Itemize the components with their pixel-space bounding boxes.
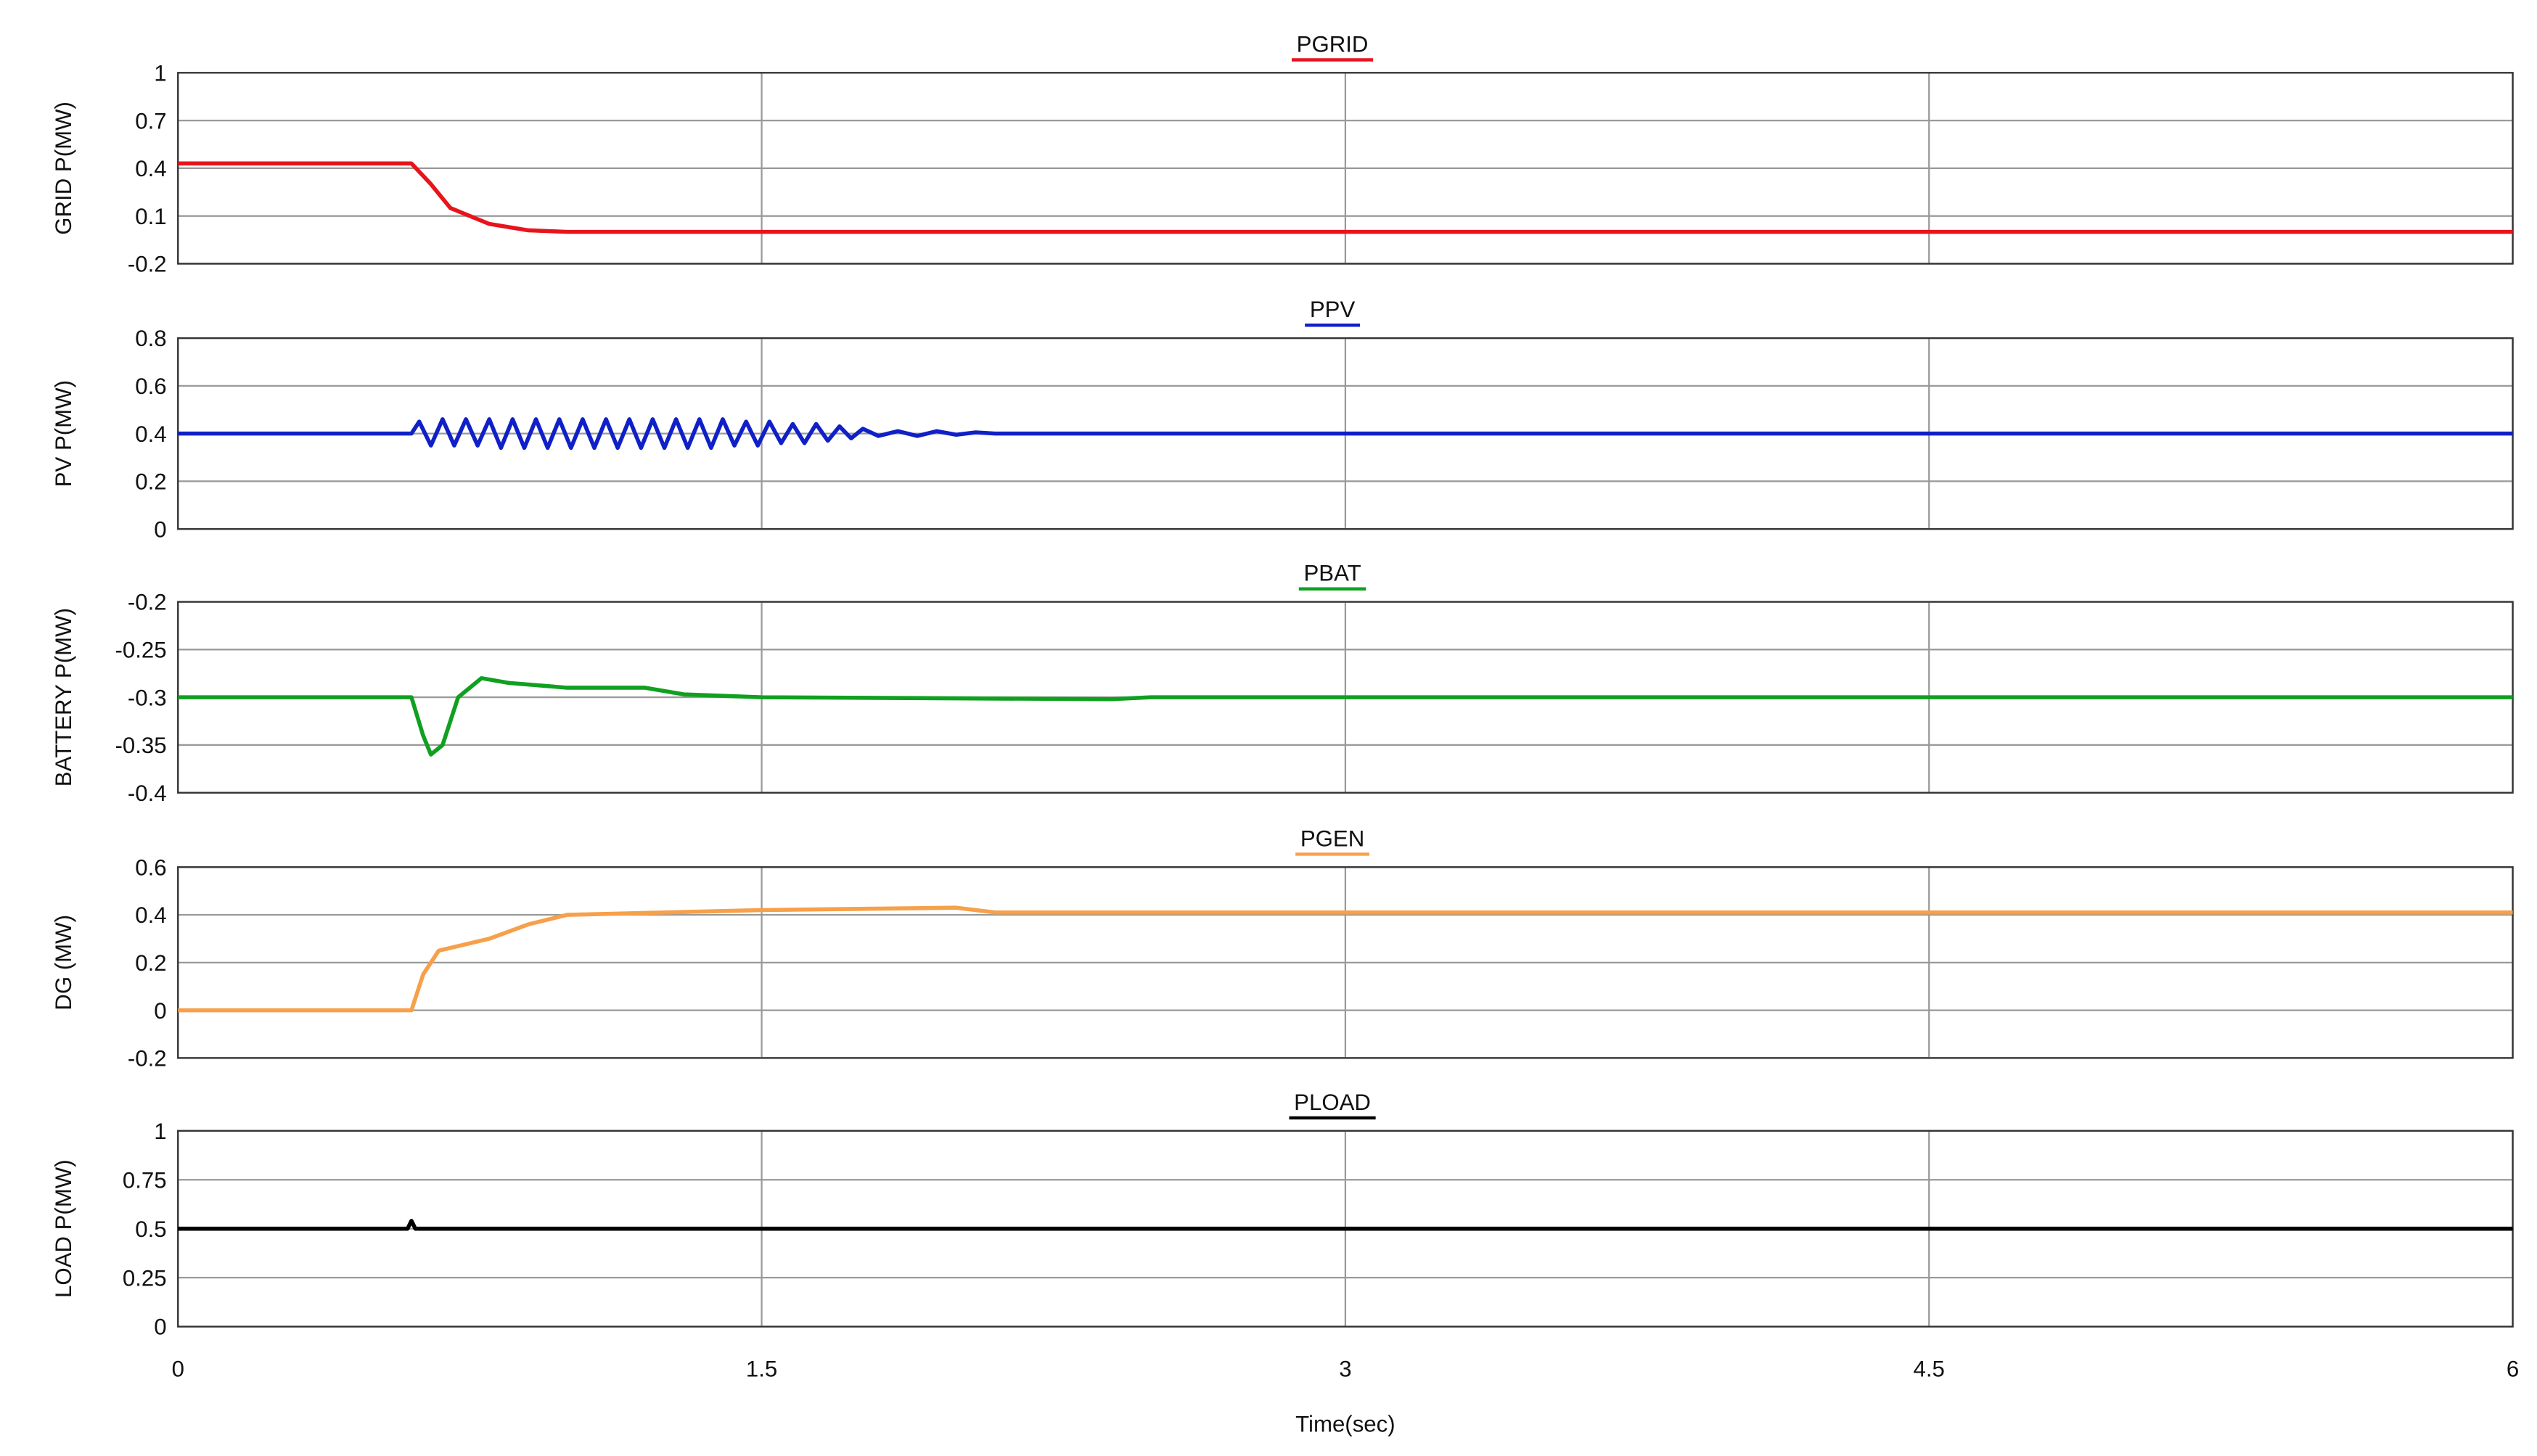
y-tick-label: 0.1 [135,204,166,229]
y-tick-label: 0.25 [123,1265,167,1291]
x-tick-label: 3 [1339,1357,1351,1382]
data-line [178,161,2513,234]
y-tick-label: -0.4 [128,781,167,806]
data-line [178,905,2513,1013]
y-axis-label: PV P(MW) [51,380,76,487]
panel-title: PGRID [1297,31,1369,57]
y-tick-label: -0.3 [128,685,167,710]
y-tick-label: -0.2 [128,252,167,277]
y-tick-label: 0.75 [123,1167,167,1193]
y-tick-label: 0.8 [135,326,166,351]
y-tick-label: -0.25 [115,637,167,662]
y-axis-label: BATTERY P(MW) [51,608,76,786]
y-tick-label: 0.4 [135,902,166,928]
panel-title: PLOAD [1294,1090,1371,1115]
x-tick-label: 4.5 [1914,1357,1945,1382]
y-tick-label: 1 [154,60,166,86]
plot-frame [177,72,2514,265]
panel-title: PGEN [1300,826,1364,851]
x-tick-label: 0 [172,1357,184,1382]
panel-title: PPV [1310,297,1356,322]
y-axis-label: DG (MW) [51,915,76,1011]
y-tick-label: 0 [154,998,166,1024]
x-tick-label: 1.5 [746,1357,777,1382]
x-axis-label: Time(sec) [1295,1412,1395,1437]
y-axis-label: GRID P(MW) [51,102,76,235]
y-tick-label: 0.7 [135,108,166,133]
y-tick-label: 0.2 [135,950,166,976]
y-tick-label: -0.2 [128,1046,167,1072]
data-line [178,417,2513,451]
y-tick-label: 0.5 [135,1217,166,1242]
y-tick-label: 0 [154,517,166,542]
y-tick-label: -0.2 [128,590,167,615]
y-tick-label: 0.4 [135,421,166,447]
y-tick-label: 0.6 [135,374,166,399]
y-tick-label: 0.2 [135,469,166,495]
y-tick-label: 0 [154,1315,166,1340]
plot-frame [177,866,2514,1059]
x-tick-label: 6 [2507,1357,2519,1382]
y-tick-label: -0.35 [115,733,167,758]
y-tick-label: 0.6 [135,855,166,880]
data-line [178,676,2513,757]
y-tick-label: 1 [154,1119,166,1144]
y-axis-label: LOAD P(MW) [51,1159,76,1298]
y-tick-label: 0.4 [135,156,166,181]
panel-title: PBAT [1303,561,1361,586]
data-line [178,1219,2513,1231]
